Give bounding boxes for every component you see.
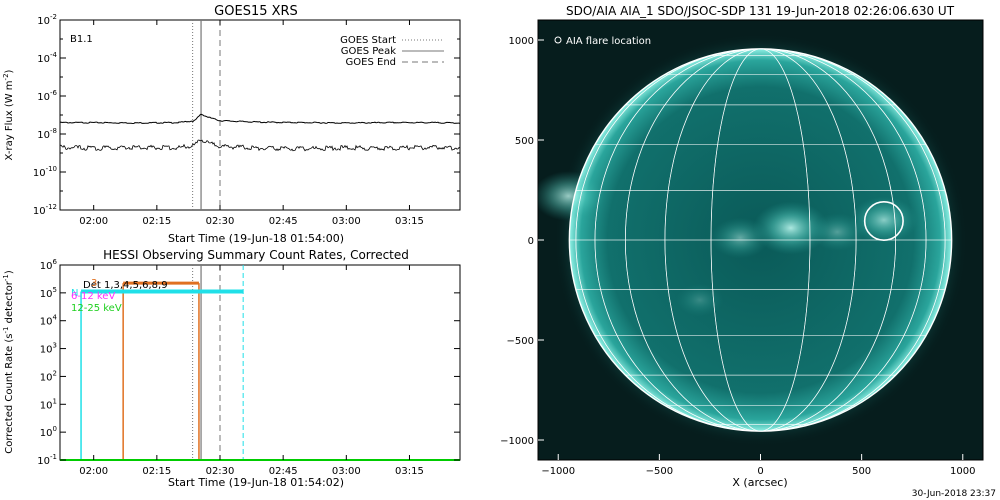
aia-image-panel: SDO/AIA AIA_1 SDO/JSOC-SDP 131 19-Jun-20… [500, 4, 984, 489]
hessi-detectors-label: Det 1,3,4,5,6,8,9 [83, 280, 168, 291]
aia-y-tick-label: 0 [528, 236, 534, 247]
goes-annotation: B1.1 [70, 34, 93, 45]
goes-x-axis-label: Start Time (19-Jun-18 01:54:00) [168, 232, 344, 245]
hessi-legend-3-6: 3 [91, 278, 97, 289]
active-region [711, 217, 770, 259]
hessi-y-tick-label: 103 [40, 342, 57, 356]
hessi-y-tick-label: 106 [40, 258, 58, 272]
goes-legend-label: GOES Start [340, 35, 396, 46]
aia-title: SDO/AIA AIA_1 SDO/JSOC-SDP 131 19-Jun-20… [566, 4, 955, 18]
aia-y-tick-label: 500 [515, 136, 534, 147]
goes-series-long [59, 113, 461, 125]
solar-limb [568, 48, 953, 432]
footer-timestamp: 30-Jun-2018 23:37 [912, 489, 996, 499]
goes-y-tick-label: 10-2 [37, 13, 57, 27]
hessi-y-tick-label: 10-1 [37, 453, 57, 467]
hessi-x-tick-label: 02:45 [269, 466, 298, 477]
flare-location-legend-icon [554, 36, 562, 44]
aia-x-axis-label: X (arcsec) [732, 476, 787, 489]
goes-x-tick-label: 02:15 [142, 216, 171, 227]
goes-y-tick-label: 10-12 [33, 203, 57, 217]
hessi-x-tick-label: 02:15 [142, 466, 171, 477]
active-region [850, 196, 918, 244]
aia-x-tick-label: −1000 [541, 466, 575, 477]
goes-legend-label: GOES End [346, 57, 396, 68]
goes-x-tick-label: 02:45 [269, 216, 298, 227]
goes-y-tick-label: 10-6 [37, 89, 57, 103]
goes-legend-label: GOES Peak [341, 46, 396, 57]
hessi-x-tick-label: 03:00 [332, 466, 361, 477]
aia-x-tick-label: 0 [757, 466, 763, 477]
goes-y-tick-label: 10-10 [33, 165, 57, 179]
aia-y-tick-label: −1000 [500, 436, 534, 447]
goes-x-tick-label: 03:15 [395, 216, 424, 227]
aia-y-tick-label: −500 [507, 336, 534, 347]
goes-y-tick-label: 10-8 [37, 127, 57, 141]
goes-y-tick-label: 10-4 [37, 51, 57, 65]
hessi-panel: HESSI Observing Summary Count Rates, Cor… [2, 248, 461, 489]
aia-legend: AIA flare location [554, 36, 651, 47]
goes-series-short [59, 139, 461, 152]
aia-y-tick-label: 1000 [509, 36, 534, 47]
hessi-legend-nonflare: N [71, 288, 78, 299]
goes-x-tick-label: 03:00 [332, 216, 361, 227]
hessi-y-axis-label: Corrected Count Rate (s-1 detector-1) [2, 270, 15, 454]
aia-x-tick-label: 1000 [950, 466, 975, 477]
hessi-y-tick-label: 100 [40, 425, 57, 439]
aia-x-tick-label: −500 [646, 466, 673, 477]
aia-x-tick-label: 500 [852, 466, 871, 477]
flare-location-circle [863, 200, 904, 242]
hessi-plot-frame [59, 264, 461, 461]
aia-legend-label: AIA flare location [566, 36, 651, 47]
hessi-legend-12-25: 12-25 keV [71, 303, 122, 314]
active-region [538, 171, 604, 221]
active-region [676, 283, 724, 317]
goes-title: GOES15 XRS [214, 4, 298, 19]
hessi-y-tick-label: 101 [40, 397, 57, 411]
hessi-y-tick-label: 104 [40, 314, 58, 328]
hessi-x-tick-label: 02:30 [206, 466, 235, 477]
hessi-x-tick-label: 03:15 [395, 466, 424, 477]
hessi-title: HESSI Observing Summary Count Rates, Cor… [103, 248, 409, 262]
hessi-y-tick-label: 105 [40, 286, 57, 300]
heliographic-grid [569, 48, 952, 432]
goes-plot-frame [59, 19, 461, 211]
hessi-y-tick-label: 102 [40, 369, 57, 383]
goes-x-tick-label: 02:30 [206, 216, 235, 227]
hessi-x-axis-label: Start Time (19-Jun-18 01:54:02) [168, 476, 344, 489]
hessi-legend-6-12: 6-12 keV [71, 291, 115, 302]
goes-y-axis-label: X-ray Flux (W m-2) [2, 69, 15, 160]
hessi-x-tick-label: 02:00 [79, 466, 108, 477]
goes-x-tick-label: 02:00 [79, 216, 108, 227]
